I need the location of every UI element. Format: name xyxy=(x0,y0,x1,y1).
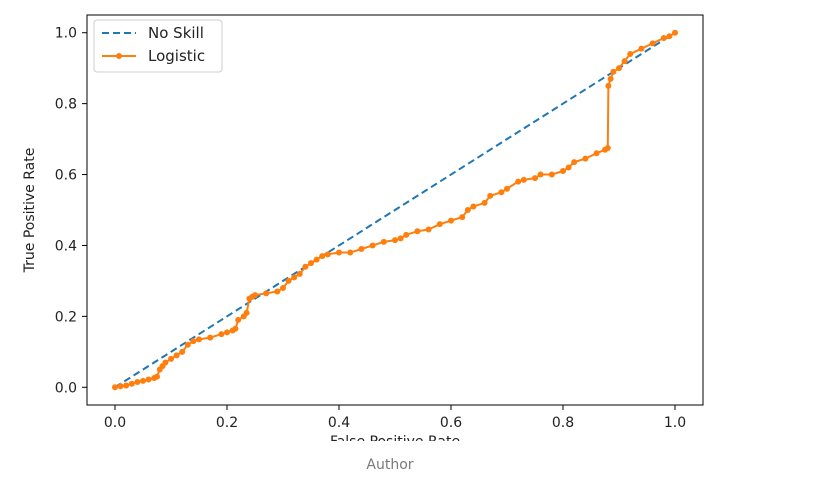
x-tick-label: 0.0 xyxy=(104,415,126,431)
series-logistic-point xyxy=(117,383,124,390)
series-logistic-point xyxy=(638,45,645,52)
series-logistic-point xyxy=(123,382,130,389)
axis-label-clip xyxy=(280,441,520,455)
series-logistic-point xyxy=(358,246,365,252)
series-logistic-point xyxy=(285,277,292,284)
series-logistic-point xyxy=(515,178,522,185)
y-tick-label: 0.6 xyxy=(55,168,77,184)
x-tick-label: 0.4 xyxy=(328,415,350,431)
x-tick-label: 1.0 xyxy=(664,415,686,431)
series-logistic-point xyxy=(414,228,421,235)
series-logistic-point xyxy=(291,274,298,281)
series-logistic-point xyxy=(235,316,242,323)
legend-no-skill-label: No Skill xyxy=(148,24,204,42)
x-tick-label: 0.2 xyxy=(216,415,238,431)
series-logistic-point xyxy=(560,168,566,174)
series-logistic-point xyxy=(252,292,258,299)
legend-logistic-marker xyxy=(116,53,122,59)
series-logistic-point xyxy=(610,68,617,75)
y-tick-label: 0.4 xyxy=(55,238,77,254)
series-logistic-point xyxy=(319,253,326,260)
series-logistic-point xyxy=(179,348,186,355)
series-logistic-point xyxy=(207,334,214,341)
series-logistic-point xyxy=(173,352,180,359)
series-logistic-point xyxy=(369,242,376,249)
series-logistic-point xyxy=(324,251,331,258)
series-logistic-point xyxy=(403,231,410,238)
series-logistic-point xyxy=(184,341,191,348)
series-logistic-point xyxy=(168,355,174,362)
series-logistic-point xyxy=(504,185,510,192)
series-logistic-point xyxy=(128,380,135,387)
series-logistic-point xyxy=(302,263,309,270)
y-tick-label: 1.0 xyxy=(55,26,77,42)
y-tick-label: 0.2 xyxy=(55,309,77,325)
series-logistic-point xyxy=(154,373,160,380)
series-logistic-point xyxy=(627,51,634,57)
series-logistic-point xyxy=(582,155,589,162)
series-logistic-point xyxy=(537,171,544,178)
series-logistic-point xyxy=(604,144,611,151)
series-logistic-point xyxy=(672,29,678,36)
x-tick-label: 0.8 xyxy=(552,415,574,431)
series-no-skill-line xyxy=(114,31,676,389)
series-layer xyxy=(112,29,678,391)
series-logistic-point xyxy=(666,33,673,40)
series-logistic-point xyxy=(308,260,314,267)
series-logistic-point xyxy=(448,217,454,224)
series-logistic-point xyxy=(470,203,477,210)
series-logistic-point xyxy=(280,285,286,291)
series-logistic-point xyxy=(243,309,250,316)
series-logistic-point xyxy=(532,175,538,182)
series-logistic-point xyxy=(140,377,146,384)
series-logistic-point xyxy=(425,226,432,233)
series-logistic-point xyxy=(498,189,505,196)
series-logistic-point xyxy=(134,378,141,385)
series-logistic-point xyxy=(296,270,303,277)
series-logistic-point xyxy=(112,384,118,391)
series-logistic-point xyxy=(162,359,169,366)
series-logistic-point xyxy=(145,376,152,383)
series-logistic-point xyxy=(274,288,281,295)
series-logistic-point xyxy=(548,171,555,178)
series-logistic-point xyxy=(436,221,443,228)
legend: No Skill Logistic xyxy=(93,19,223,73)
series-logistic-point xyxy=(380,238,387,245)
legend-logistic-label: Logistic xyxy=(148,47,205,65)
series-logistic-point xyxy=(520,176,527,183)
series-logistic-point xyxy=(232,325,239,332)
series-logistic-point xyxy=(649,40,656,47)
series-logistic-point xyxy=(487,192,494,199)
y-axis-label: True Positive Rate xyxy=(22,148,38,274)
series-logistic-point xyxy=(616,65,622,72)
x-tick-label: 0.6 xyxy=(440,415,462,431)
series-logistic-point xyxy=(565,164,572,171)
caption: Author xyxy=(366,457,414,473)
y-axis-ticks: 0.0 0.2 0.4 0.6 0.8 1.0 xyxy=(55,26,87,396)
x-axis-ticks: 0.0 0.2 0.4 0.6 0.8 1.0 xyxy=(104,405,686,431)
y-tick-label: 0.8 xyxy=(55,97,77,113)
series-logistic-point xyxy=(347,249,354,256)
series-logistic-point xyxy=(218,331,225,338)
series-logistic-point xyxy=(459,214,466,221)
y-tick-label: 0.0 xyxy=(55,380,77,396)
series-logistic-point xyxy=(605,82,612,89)
series-logistic-point xyxy=(336,249,342,256)
series-logistic-point xyxy=(607,75,614,82)
series-logistic-point xyxy=(481,199,488,206)
series-logistic-point xyxy=(464,207,471,213)
series-logistic-point xyxy=(263,290,270,297)
series-logistic-point xyxy=(571,159,578,166)
series-logistic-point xyxy=(313,256,320,263)
series-logistic-point xyxy=(190,338,197,345)
series-logistic-point xyxy=(392,237,398,244)
series-logistic-line xyxy=(114,31,676,389)
series-logistic-point xyxy=(196,336,202,343)
series-logistic-point xyxy=(660,35,667,42)
series-logistic-point xyxy=(397,235,404,242)
series-logistic-point xyxy=(621,58,628,65)
series-logistic-point xyxy=(593,150,600,157)
series-logistic-point xyxy=(224,329,230,336)
